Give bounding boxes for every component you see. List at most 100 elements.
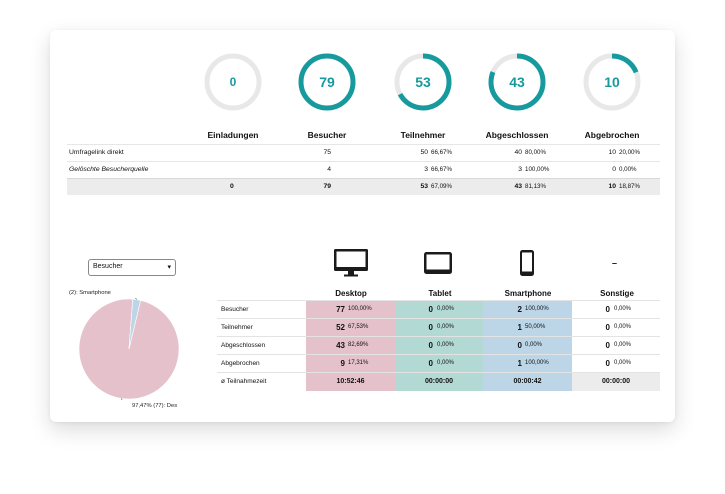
table-row: Teilnehmer 52 67,53% 0 0,00% 1 50,00% 0 … [217,318,660,337]
desktop-value: 52 [336,323,345,332]
completed-value: 40 [514,149,522,156]
desktop-pct: 82,69% [348,342,369,348]
tablet-pct: 0,00% [437,306,455,312]
source-table: Umfragelink direkt 75 50 66,67% 40 80,00… [67,144,660,195]
desktop-icon [333,248,369,283]
pie-leader-desktop [121,398,123,400]
smartphone-icon [519,249,535,282]
heading-participants: Teilnehmer [400,130,446,140]
other-time-cell: 00:00:00 [572,373,660,391]
heading-invitations: Einladungen [207,130,259,140]
smartphone-value: 0 [517,341,522,350]
device-header-smartphone: Smartphone [504,289,552,298]
tablet-value: 0 [428,359,433,368]
ring-visitors: 79 [297,52,357,112]
ring-visitors-value: 79 [319,74,335,90]
tablet-value: 0 [428,341,433,350]
ring-completed-value: 43 [509,74,525,90]
table-row: Gelöschte Besucherquelle 4 3 66,67% 3 10… [67,161,660,178]
smartphone-time-cell: 00:00:42 [483,373,572,391]
aborted-value: 10 [608,149,616,156]
device-header-desktop: Desktop [335,289,367,298]
other-pct: 0,00% [614,342,632,348]
source-label: Umfragelink direkt [69,149,124,156]
smartphone-value: 2 [517,305,522,314]
participants-pct: 66,67% [431,149,452,156]
chart-metric-select-value: Besucher [93,263,123,270]
table-row: Abgeschlossen 43 82,69% 0 0,00% 0 0,00% … [217,336,660,355]
chevron-down-icon: ▾ [167,264,171,271]
desktop-time-cell: 10:52:46 [306,373,395,391]
desktop-cell: 9 17,31% [306,355,395,373]
device-row-label: Abgebrochen [221,360,260,367]
smartphone-pct: 50,00% [525,324,546,330]
desktop-pct: 17,31% [348,360,369,366]
source-label: Gelöschte Besucherquelle [69,166,149,173]
smartphone-value: 1 [517,323,522,332]
other-value: 0 [605,323,610,332]
desktop-value: 43 [336,341,345,350]
time-row: ø Teilnahmezeit 10:52:46 00:00:00 00:00:… [217,372,660,391]
participants-pct: 66,67% [431,166,452,173]
participants-value: 50 [420,149,428,156]
other-pct: 0,00% [614,306,632,312]
desktop-pct: 100,00% [348,306,372,312]
ring-aborted: 10 [582,52,642,112]
smartphone-cell: 2 100,00% [483,301,572,319]
tablet-pct: 0,00% [437,324,455,330]
table-total-row: 0 79 53 67,09% 43 81,13% 10 18,87% [67,178,660,195]
desktop-pct: 67,53% [348,324,369,330]
tablet-value: 0 [428,323,433,332]
tablet-icon [423,251,453,280]
device-header-tablet: Tablet [428,289,452,298]
smartphone-pct: 100,00% [525,306,549,312]
desktop-cell: 43 82,69% [306,337,395,355]
completed-value: 3 [518,166,522,173]
ring-participants: 53 [393,52,453,112]
other-cell: 0 0,00% [572,301,660,319]
smartphone-pct: 100,00% [525,360,549,366]
tablet-cell: 0 0,00% [395,301,483,319]
aborted-pct: 0,00% [619,166,637,173]
ring-invitations-graphic [204,53,262,111]
aborted-value: 0 [612,166,616,173]
desktop-value: 77 [336,305,345,314]
device-table: Besucher 77 100,00% 0 0,00% 2 100,00% 0 … [217,300,660,391]
pie-label-desktop: 97,47% (77): Des [132,403,178,409]
other-value: 0 [605,305,610,314]
other-device-icon: – [612,258,618,268]
heading-completed: Abgeschlossen [485,130,549,140]
smartphone-cell: 0 0,00% [483,337,572,355]
tablet-cell: 0 0,00% [395,337,483,355]
table-row: Abgebrochen 9 17,31% 0 0,00% 1 100,00% 0… [217,354,660,373]
ring-completed-graphic [488,53,546,111]
other-cell: 0 0,00% [572,319,660,337]
total-completed-pct: 81,13% [525,183,546,190]
total-participants-pct: 67,09% [431,183,452,190]
smartphone-pct: 0,00% [525,342,543,348]
pie-label-smartphone: (2): Smartphone [69,290,111,296]
ring-completed: 43 [487,52,547,112]
completed-pct: 100,00% [525,166,550,173]
table-row: Umfragelink direkt 75 50 66,67% 40 80,00… [67,144,660,161]
desktop-cell: 77 100,00% [306,301,395,319]
total-invites: 0 [230,183,234,190]
other-cell: 0 0,00% [572,337,660,355]
tablet-pct: 0,00% [437,342,455,348]
desktop-value: 9 [340,359,345,368]
other-pct: 0,00% [614,324,632,330]
chart-metric-select[interactable]: Besucher ▾ [88,259,176,276]
total-participants: 53 [420,183,428,190]
ring-invitations-value: 0 [229,75,237,89]
pie-leader-smartphone [135,298,137,300]
pie-chart [78,298,180,400]
table-row: Besucher 77 100,00% 0 0,00% 2 100,00% 0 … [217,300,660,319]
other-value: 0 [605,341,610,350]
other-value: 0 [605,359,610,368]
participants-value: 3 [424,166,428,173]
other-pct: 0,00% [614,360,632,366]
desktop-time: 10:52:46 [336,378,365,385]
smartphone-cell: 1 50,00% [483,319,572,337]
tablet-time: 00:00:00 [424,378,454,385]
tablet-value: 0 [428,305,433,314]
